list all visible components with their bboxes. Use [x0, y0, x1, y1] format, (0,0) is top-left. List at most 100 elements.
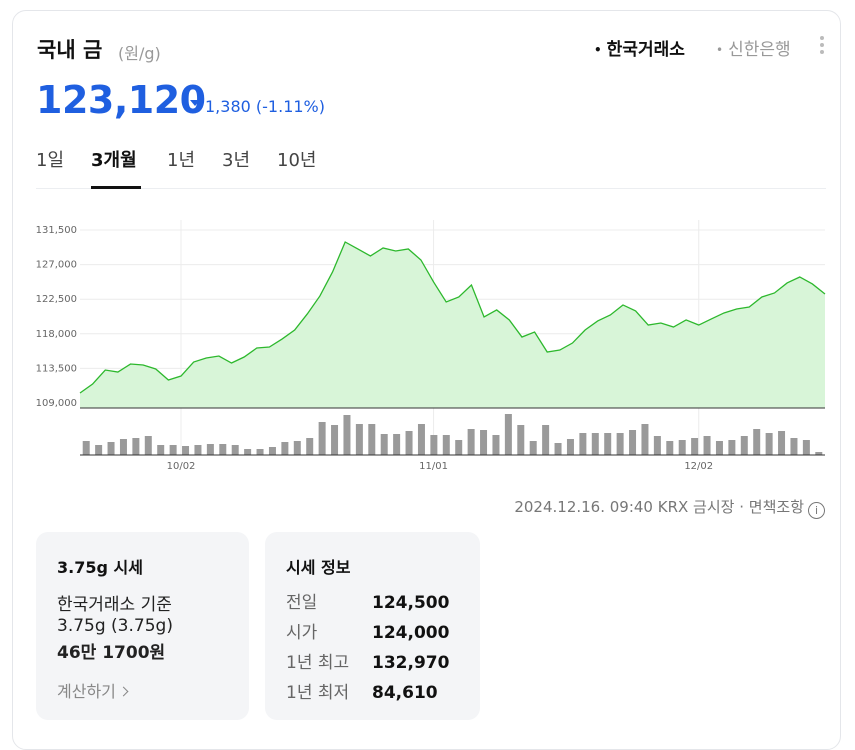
volume-bar — [653, 436, 661, 455]
info-row: 1년 최고 132,970 — [286, 648, 449, 673]
volume-bar — [144, 436, 152, 455]
source-tab[interactable]: 신한은행 — [716, 35, 791, 60]
y-tick-label: 127,000 — [36, 260, 77, 271]
period-tab[interactable]: 1년 — [167, 150, 196, 171]
volume-bar — [331, 425, 339, 455]
price-card: 3.75g 시세 한국거래소 기준 3.75g (3.75g) 46만 1700… — [36, 532, 249, 720]
calc-link[interactable]: 계산하기 — [57, 678, 127, 702]
volume-bar — [268, 447, 276, 455]
volume-bar — [616, 433, 624, 455]
volume-bar — [554, 443, 562, 455]
volume-bar — [219, 444, 227, 455]
volume-bar — [281, 442, 289, 455]
volume-bar — [405, 431, 413, 455]
volume-bar — [393, 434, 401, 455]
volume-bar — [480, 430, 488, 455]
info-label: 1년 최저 — [286, 683, 350, 703]
volume-bar — [343, 415, 351, 455]
volume-bar — [467, 429, 475, 455]
y-tick-label: 109,000 — [36, 398, 77, 409]
volume-bar — [231, 445, 239, 455]
y-tick-label: 113,500 — [36, 363, 77, 374]
period-tab[interactable]: 1일 — [36, 150, 65, 171]
price: 123,120 — [36, 78, 206, 122]
down-arrow — [190, 100, 200, 106]
change-pct: (-1.11%) — [255, 97, 325, 116]
disclaimer[interactable]: 면책조항 — [748, 498, 804, 516]
info-value: 124,000 — [372, 623, 450, 643]
volume-bar — [579, 433, 587, 455]
info-row: 1년 최저 84,610 — [286, 678, 438, 703]
volume-bar — [566, 439, 574, 455]
volume-bar — [442, 435, 450, 455]
volume-bar — [753, 429, 761, 455]
volume-bar — [430, 435, 438, 455]
card-line: 한국거래소 기준 — [57, 595, 172, 615]
volume-bar — [132, 438, 140, 455]
y-tick-label: 118,000 — [36, 329, 77, 340]
info-value: 132,970 — [372, 653, 450, 673]
volume-bar — [678, 440, 686, 455]
info-card: 시세 정보 전일 124,500 시가 124,000 1년 최고 132,970 1년 최… — [265, 532, 480, 720]
page: {"header": {"title": "국내 금", "unit": "(원… — [0, 0, 855, 733]
volume-bar — [666, 441, 674, 455]
volume-bar — [417, 424, 425, 455]
card-title: 시세 정보 — [286, 558, 351, 577]
info-row: 시가 124,000 — [286, 618, 449, 643]
more-menu[interactable] — [820, 36, 824, 57]
tab-divider — [36, 188, 826, 189]
card-line: 3.75g (3.75g) — [57, 616, 173, 636]
volume-bar — [703, 436, 711, 455]
volume-bar — [82, 441, 90, 455]
volume-bar — [728, 440, 736, 455]
volume-bar — [641, 424, 649, 455]
volume-bar — [318, 422, 326, 455]
x-tick-label: 10/02 — [167, 461, 196, 472]
volume-bar — [306, 438, 314, 455]
source-tab[interactable]: 한국거래소 — [594, 35, 685, 60]
y-tick-label: 131,500 — [36, 225, 77, 236]
volume-bar — [542, 425, 550, 455]
period-tab[interactable]: 10년 — [277, 150, 317, 171]
volume-bar — [740, 436, 748, 455]
info-value: 124,500 — [372, 593, 450, 613]
volume-bar — [790, 438, 798, 455]
info-label: 전일 — [286, 593, 318, 613]
unit: (원/g) — [118, 44, 161, 63]
volume-bar — [119, 439, 127, 455]
volume-bar — [529, 441, 537, 455]
volume-bar — [765, 433, 773, 455]
volume-bar — [380, 434, 388, 455]
tab-indicator — [91, 186, 141, 189]
change: 1,380 (-1.11%) — [205, 97, 325, 116]
timestamp: 2024.12.16. 09:40 KRX 금시장 — [514, 498, 735, 516]
change-value: 1,380 — [205, 97, 251, 116]
separator: · — [739, 498, 745, 516]
volume-bar — [504, 414, 512, 455]
info-label: 1년 최고 — [286, 653, 350, 673]
title: 국내 금 — [37, 38, 103, 62]
volume-bar — [169, 445, 177, 455]
info-icon[interactable]: i — [808, 502, 825, 519]
info-row: 전일 124,500 — [286, 588, 449, 613]
price-line — [79, 241, 826, 394]
footer: 2024.12.16. 09:40 KRX 금시장 · 면책조항 i — [514, 496, 825, 519]
volume-bar — [355, 424, 363, 455]
volume-bar — [629, 430, 637, 455]
volume-bar — [206, 444, 214, 455]
period-tab[interactable]: 3년 — [222, 150, 251, 171]
card-title: 3.75g 시세 — [57, 558, 143, 577]
y-tick-label: 122,500 — [36, 294, 77, 305]
card-line: 46만 1700원 — [57, 643, 166, 663]
volume-bar — [194, 445, 202, 455]
volume-bar — [455, 440, 463, 455]
price-area — [80, 241, 825, 408]
info-label: 시가 — [286, 623, 318, 643]
volume-bar — [691, 438, 699, 455]
volume-bar — [815, 452, 823, 455]
volume-bar — [778, 431, 786, 455]
volume-bar — [293, 441, 301, 455]
volume-bar — [591, 433, 599, 455]
volume-bar — [492, 435, 500, 455]
period-tab[interactable]: 3개월 — [91, 150, 137, 171]
